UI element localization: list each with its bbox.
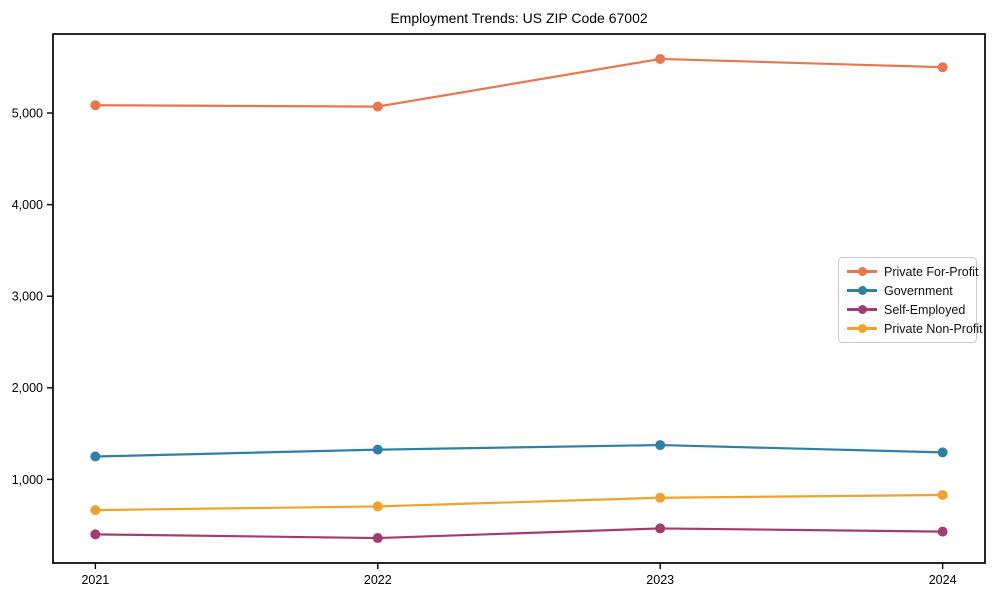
legend-dot-sample <box>857 267 867 276</box>
x-axis-tick-label: 2023 <box>646 573 674 587</box>
x-axis-tick-label: 2021 <box>81 573 109 587</box>
legend-entry-private-non-profit: Private Non-Profit <box>847 319 983 338</box>
data-point-private-for-profit-2024 <box>937 62 948 73</box>
legend-label: Private For-Profit <box>884 264 979 279</box>
data-point-government-2022 <box>372 444 383 455</box>
legend-marker-icon <box>847 286 877 295</box>
y-axis-tick-label: 1,000 <box>12 473 43 487</box>
data-point-self-employed-2021 <box>90 529 101 540</box>
legend-label: Private Non-Profit <box>884 321 983 336</box>
data-point-private-for-profit-2022 <box>372 101 383 112</box>
series-line-self-employed <box>94 527 944 540</box>
plot-border <box>52 33 986 564</box>
y-axis-tick-label: 4,000 <box>12 198 43 212</box>
legend-dot-sample <box>857 324 867 333</box>
data-point-private-non-profit-2023 <box>655 492 666 503</box>
data-point-government-2024 <box>937 447 948 458</box>
data-point-private-non-profit-2021 <box>90 505 101 516</box>
chart-title: Employment Trends: US ZIP Code 67002 <box>390 10 648 26</box>
legend-label: Government <box>884 283 953 298</box>
data-point-private-for-profit-2021 <box>90 100 101 111</box>
series-line-private-non-profit <box>94 493 944 512</box>
x-axis-tick-label: 2022 <box>364 573 392 587</box>
data-point-government-2023 <box>655 440 666 451</box>
legend-dot-sample <box>857 305 867 314</box>
legend-dot-sample <box>857 286 867 295</box>
x-axis-tick-label: 2024 <box>929 573 957 587</box>
legend-marker-icon <box>847 324 877 333</box>
legend-entry-self-employed: Self-Employed <box>847 300 968 319</box>
legend-entry-government: Government <box>847 281 968 300</box>
data-point-government-2021 <box>90 451 101 462</box>
data-point-self-employed-2024 <box>937 526 948 537</box>
legend-entry-private-for-profit: Private For-Profit <box>847 262 978 281</box>
data-point-private-non-profit-2024 <box>937 489 948 500</box>
y-axis-tick-label: 2,000 <box>12 381 43 395</box>
legend: Private For-Profit Government Self-Emplo… <box>838 257 983 343</box>
data-point-private-non-profit-2022 <box>372 501 383 512</box>
legend-label: Self-Employed <box>884 302 966 317</box>
data-point-self-employed-2022 <box>372 533 383 544</box>
legend-marker-icon <box>847 305 877 314</box>
data-point-self-employed-2023 <box>655 523 666 534</box>
series-line-government <box>94 443 944 458</box>
legend-marker-icon <box>847 267 877 276</box>
y-axis-tick-label: 5,000 <box>12 106 43 120</box>
data-point-private-for-profit-2023 <box>655 53 666 64</box>
y-axis-tick-label: 3,000 <box>12 290 43 304</box>
series-line-private-for-profit <box>94 57 944 108</box>
